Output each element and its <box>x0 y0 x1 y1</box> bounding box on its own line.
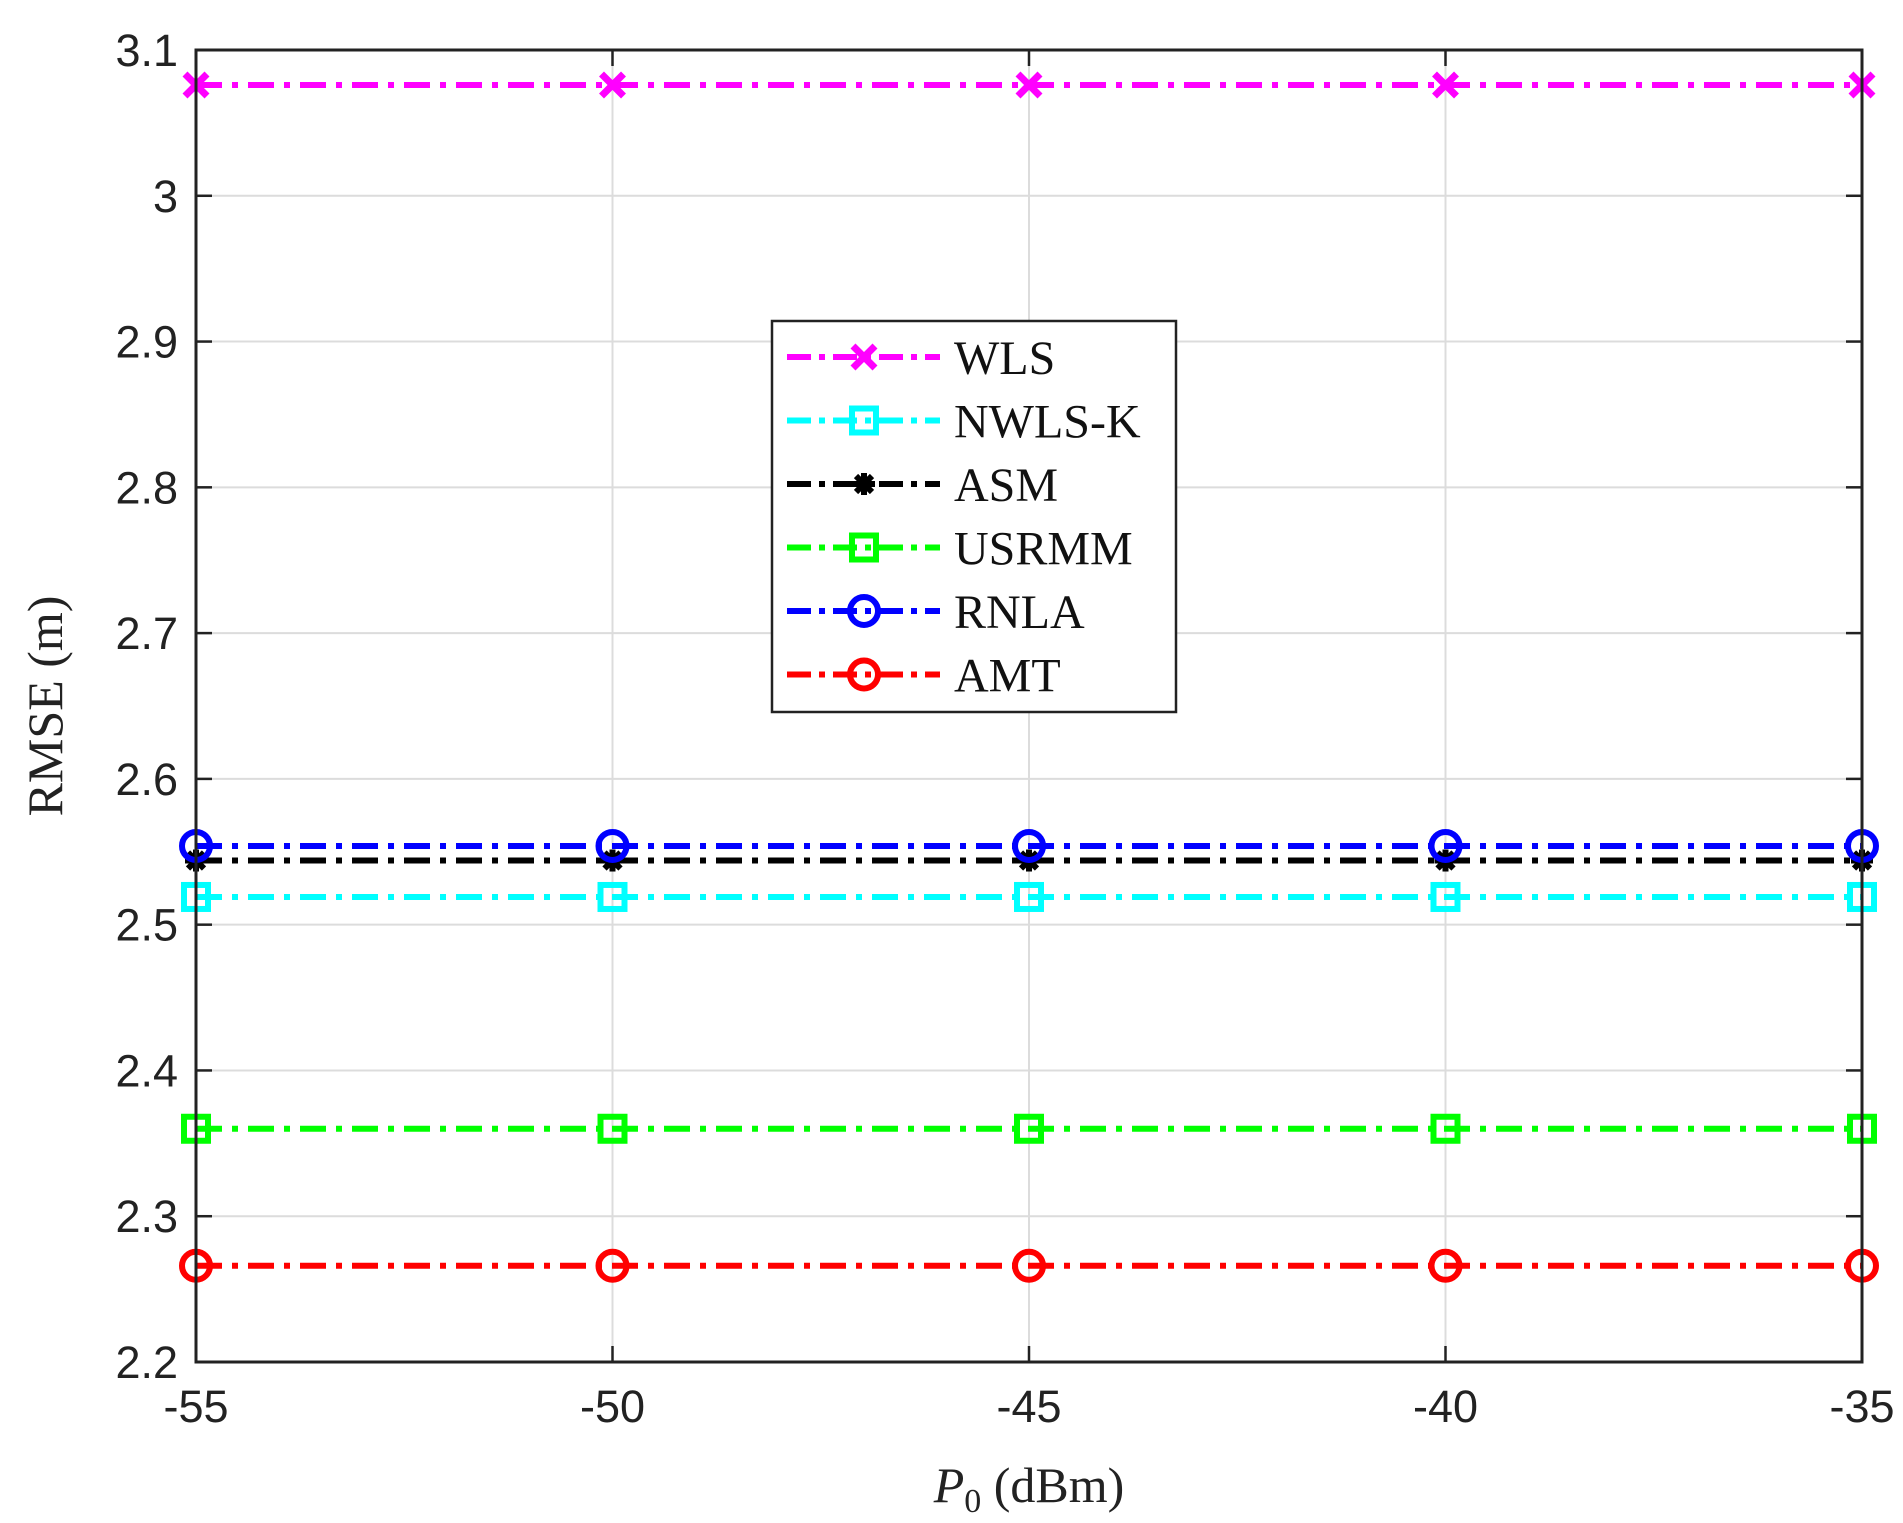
legend-item-amt: AMT <box>787 650 1061 703</box>
data-point-amt <box>1428 1248 1463 1283</box>
legend-item-rnla: RNLA <box>787 586 1085 639</box>
x-tick-label: -50 <box>580 1381 645 1432</box>
legend-marker <box>849 532 879 563</box>
legend-item-asm: ASM <box>787 459 1058 512</box>
x-axis-title: P0 (dBm) <box>933 1457 1125 1520</box>
y-tick-label: 3 <box>153 171 178 222</box>
legend-label: NWLS-K <box>954 396 1141 449</box>
x-axis-unit: (dBm) <box>981 1457 1124 1513</box>
x-tick-label: -40 <box>1413 1381 1478 1432</box>
legend-label: WLS <box>954 332 1055 385</box>
data-point-wls <box>1432 71 1459 99</box>
data-point-wls <box>1015 71 1043 99</box>
data-point-nwls-k <box>1430 881 1461 912</box>
legend-marker <box>853 473 875 495</box>
data-point-amt <box>595 1248 630 1283</box>
y-tick-label: 2.7 <box>115 608 178 659</box>
legend-marker <box>847 657 881 692</box>
legend-label: AMT <box>954 650 1061 703</box>
x-tick-label: -45 <box>996 1381 1061 1432</box>
data-point-nwls-k <box>1014 881 1044 912</box>
y-tick-label: 2.5 <box>115 900 178 951</box>
legend: WLS NWLS-K ASM USRMM RNLA AMT <box>770 319 1178 714</box>
y-tick-label: 2.2 <box>115 1337 178 1388</box>
legend-marker <box>849 405 879 436</box>
y-tick-label: 2.9 <box>115 317 178 368</box>
x-tick-label: -55 <box>163 1381 228 1432</box>
data-point-rnla <box>1012 828 1046 863</box>
y-axis-title: RMSE (m) <box>17 596 73 817</box>
data-point-nwls-k <box>597 881 628 912</box>
legend-item-usrmm: USRMM <box>787 523 1133 576</box>
y-tick-label: 2.3 <box>115 1191 178 1242</box>
legend-item-nwls-k: NWLS-K <box>787 396 1141 449</box>
data-point-rnla <box>1428 828 1463 863</box>
y-tick-label: 2.8 <box>115 462 178 513</box>
data-series <box>179 71 1879 1283</box>
x-axis-subscript: 0 <box>964 1483 981 1520</box>
data-point-usrmm <box>597 1113 628 1144</box>
legend-box <box>770 319 1178 714</box>
axis-ticks: -55 -50 -45 -40 -35 2.2 2.3 2.4 2.5 2.6 2.7 2.8 2.9 3… <box>115 25 1894 1432</box>
legend-marker <box>850 343 878 371</box>
legend-label: USRMM <box>954 523 1133 576</box>
data-point-wls <box>599 71 626 99</box>
data-point-amt <box>1012 1248 1046 1283</box>
legend-item-wls: WLS <box>787 332 1055 385</box>
legend-label: RNLA <box>954 586 1085 639</box>
data-point-usrmm <box>1014 1113 1044 1144</box>
x-axis-variable: P <box>933 1457 965 1513</box>
x-tick-label: -35 <box>1829 1381 1894 1432</box>
legend-label: ASM <box>954 459 1058 512</box>
data-point-rnla <box>595 828 630 863</box>
legend-marker <box>847 594 881 628</box>
y-tick-label: 2.6 <box>115 754 178 805</box>
data-point-usrmm <box>1430 1113 1461 1144</box>
y-tick-label: 3.1 <box>115 25 178 76</box>
y-tick-label: 2.4 <box>115 1045 178 1096</box>
